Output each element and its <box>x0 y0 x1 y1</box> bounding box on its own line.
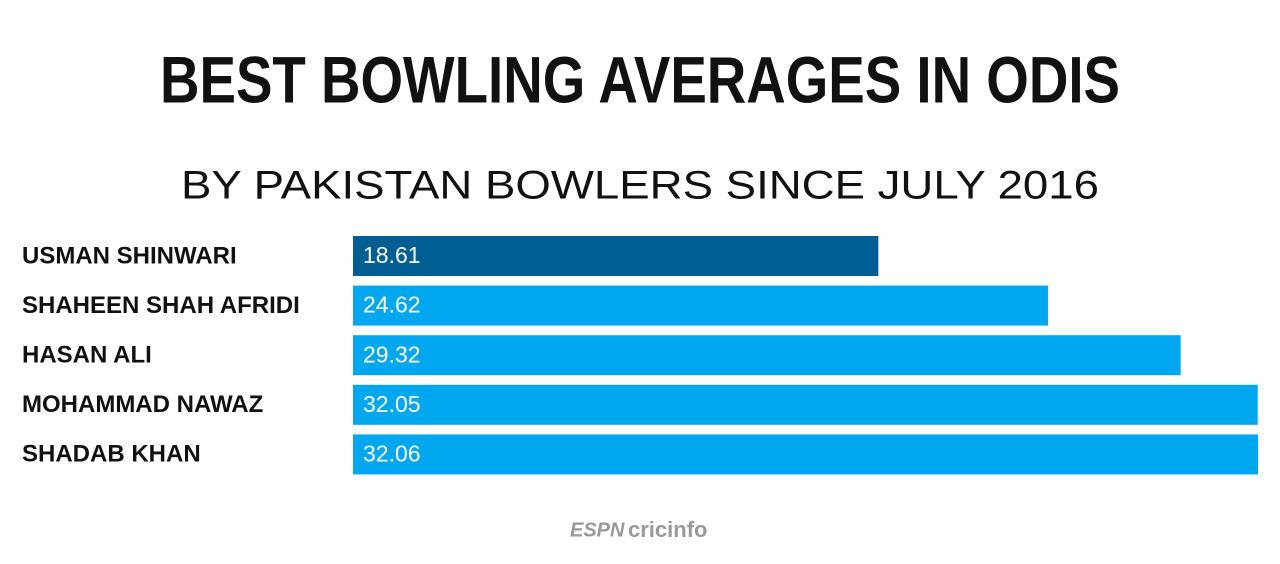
category-label: MOHAMMAD NAWAZ <box>22 391 263 418</box>
chart-title: BEST BOWLING AVERAGES IN ODIS <box>160 42 1120 116</box>
bar <box>353 285 1048 326</box>
bar <box>353 384 1258 425</box>
value-label: 18.61 <box>363 242 421 268</box>
value-label: 29.32 <box>363 341 421 367</box>
bar <box>353 236 879 276</box>
category-label: HASAN ALI <box>22 342 152 369</box>
chart-subtitle: BY PAKISTAN BOWLERS SINCE JULY 2016 <box>181 164 1099 208</box>
value-label: 32.05 <box>363 391 421 417</box>
logo-site: cricinfo <box>628 517 707 542</box>
value-label: 24.62 <box>363 292 421 318</box>
bar <box>353 335 1181 376</box>
category-label: USMAN SHINWARI <box>22 242 237 269</box>
category-label: SHAHEEN SHAH AFRIDI <box>22 292 300 319</box>
bar <box>353 434 1258 475</box>
logo-brand: ESPN <box>570 519 625 541</box>
value-label: 32.06 <box>363 440 421 466</box>
category-label: SHADAB KHAN <box>22 441 201 468</box>
